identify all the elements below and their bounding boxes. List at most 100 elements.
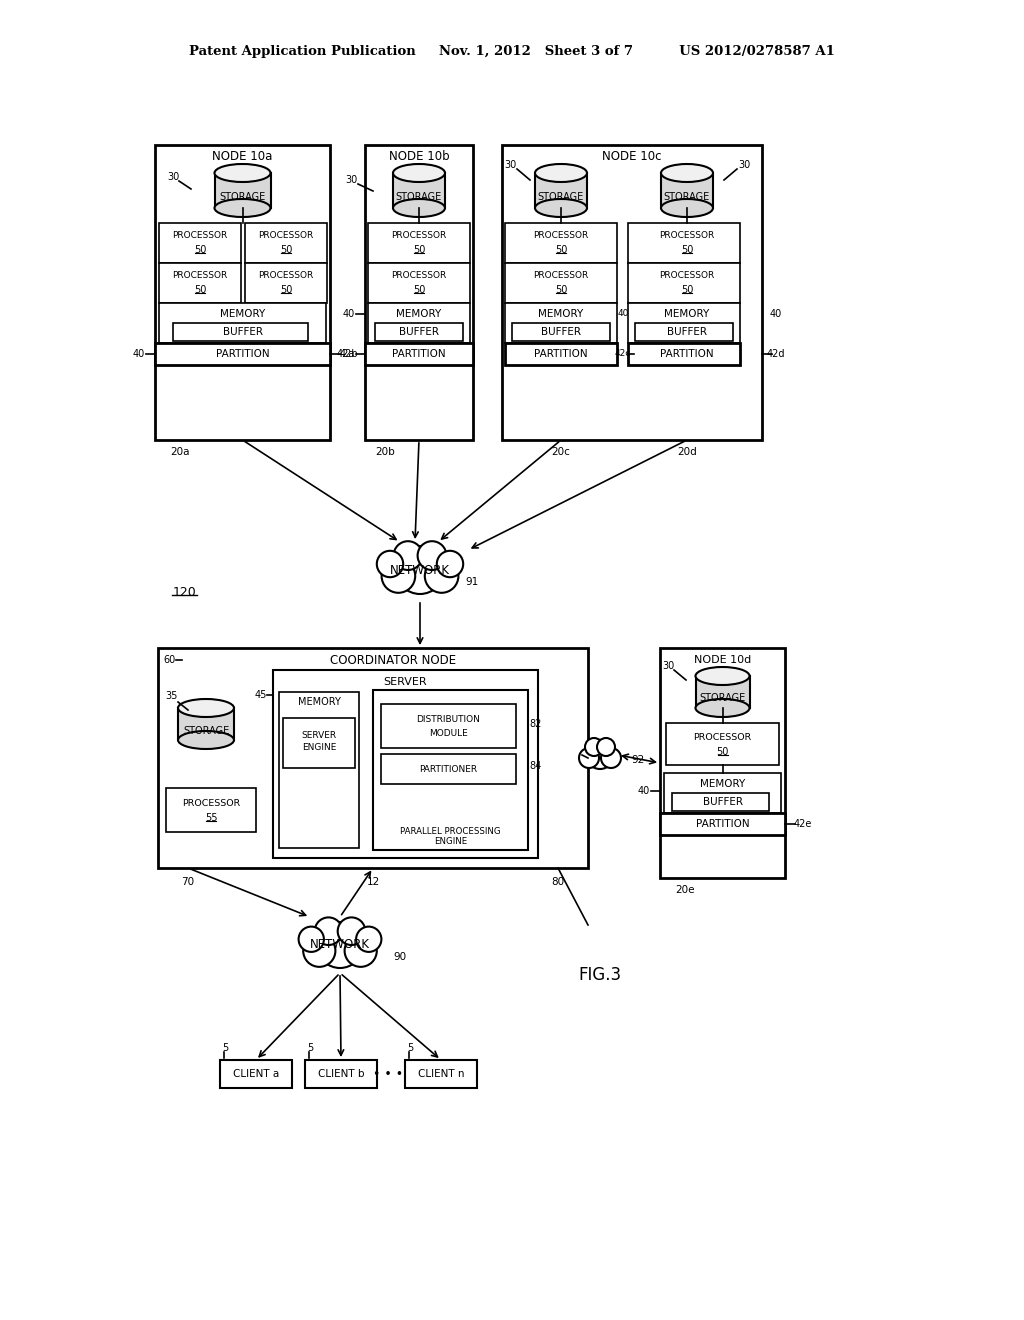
Text: PROCESSOR: PROCESSOR	[659, 231, 715, 240]
Text: 50: 50	[717, 747, 729, 756]
Bar	[672, 793, 769, 810]
Text: 42d: 42d	[767, 348, 785, 359]
Text: SERVER: SERVER	[384, 677, 427, 686]
Ellipse shape	[535, 164, 587, 182]
Text: • • •: • • •	[373, 1068, 403, 1081]
Text: 20d: 20d	[677, 447, 697, 457]
Text: BUFFER: BUFFER	[222, 327, 262, 337]
Text: 50: 50	[413, 246, 425, 255]
Ellipse shape	[214, 199, 270, 216]
Text: PROCESSOR: PROCESSOR	[182, 799, 240, 808]
Bar	[158, 648, 588, 869]
Text: 70: 70	[181, 876, 195, 887]
Text: 120: 120	[173, 586, 197, 598]
Text: 30: 30	[738, 160, 751, 170]
Circle shape	[579, 748, 599, 768]
Text: CLIENT a: CLIENT a	[232, 1069, 280, 1078]
Text: PROCESSOR: PROCESSOR	[534, 231, 589, 240]
Text: 5: 5	[307, 1043, 313, 1053]
Bar	[660, 648, 785, 878]
Text: 50: 50	[194, 285, 206, 294]
Text: 30: 30	[167, 172, 179, 182]
Text: NODE 10c: NODE 10c	[602, 150, 662, 164]
Bar	[245, 263, 327, 304]
Text: STORAGE: STORAGE	[183, 726, 229, 737]
Text: ENGINE: ENGINE	[434, 837, 467, 846]
Bar	[695, 676, 750, 708]
Circle shape	[317, 921, 362, 968]
Bar	[535, 173, 587, 209]
Text: PARTITION: PARTITION	[216, 348, 269, 359]
Text: PROCESSOR: PROCESSOR	[391, 272, 446, 281]
Text: 92: 92	[632, 755, 645, 766]
Text: 90: 90	[393, 952, 407, 962]
Text: MEMORY: MEMORY	[298, 697, 340, 708]
Ellipse shape	[662, 164, 713, 182]
Circle shape	[597, 738, 615, 756]
Ellipse shape	[535, 199, 587, 216]
Text: 30: 30	[662, 661, 674, 671]
Bar	[214, 173, 270, 209]
Bar	[628, 304, 740, 343]
Text: FIG.3: FIG.3	[579, 966, 622, 983]
Text: 50: 50	[280, 246, 292, 255]
Text: PARALLEL PROCESSING: PARALLEL PROCESSING	[400, 828, 501, 837]
Text: 50: 50	[681, 246, 693, 255]
Bar	[155, 343, 330, 366]
Bar	[406, 1060, 477, 1088]
Text: 55: 55	[205, 813, 217, 822]
Text: 50: 50	[555, 246, 567, 255]
Bar	[373, 690, 528, 850]
Bar	[279, 692, 359, 847]
Text: MEMORY: MEMORY	[220, 309, 265, 319]
Circle shape	[396, 546, 444, 594]
Text: MEMORY: MEMORY	[699, 779, 745, 789]
Text: BUFFER: BUFFER	[399, 327, 439, 337]
Text: 20a: 20a	[170, 447, 189, 457]
Bar	[502, 145, 762, 440]
Bar	[368, 223, 470, 263]
Ellipse shape	[393, 164, 445, 182]
Text: COORDINATOR NODE: COORDINATOR NODE	[330, 653, 456, 667]
Text: 20b: 20b	[375, 447, 395, 457]
Text: MODULE: MODULE	[429, 730, 468, 738]
Text: 60: 60	[164, 655, 176, 665]
Circle shape	[437, 550, 463, 577]
Bar	[368, 263, 470, 304]
Text: BUFFER: BUFFER	[702, 797, 742, 807]
Bar	[664, 774, 781, 813]
Circle shape	[338, 917, 366, 945]
Text: PARTITIONER: PARTITIONER	[420, 764, 477, 774]
Text: STORAGE: STORAGE	[396, 191, 442, 202]
Text: 42e: 42e	[794, 818, 812, 829]
Bar	[505, 304, 617, 343]
Text: NODE 10b: NODE 10b	[389, 150, 450, 164]
Circle shape	[377, 550, 403, 577]
Text: 20e: 20e	[675, 884, 694, 895]
Circle shape	[356, 927, 381, 952]
Bar	[368, 304, 470, 343]
Circle shape	[345, 935, 377, 966]
Text: 40: 40	[617, 309, 629, 318]
Ellipse shape	[214, 164, 270, 182]
Circle shape	[585, 738, 603, 756]
Text: CLIENT b: CLIENT b	[317, 1069, 365, 1078]
Text: CLIENT n: CLIENT n	[418, 1069, 464, 1078]
Bar	[365, 343, 473, 366]
Circle shape	[303, 935, 336, 966]
Text: 91: 91	[465, 577, 478, 587]
Circle shape	[393, 541, 423, 570]
Circle shape	[586, 741, 614, 770]
Bar	[155, 145, 330, 440]
Ellipse shape	[695, 700, 750, 717]
Text: NODE 10d: NODE 10d	[694, 655, 752, 665]
Bar	[159, 223, 241, 263]
Text: PROCESSOR: PROCESSOR	[172, 231, 227, 240]
Ellipse shape	[178, 731, 234, 748]
Text: BUFFER: BUFFER	[541, 327, 581, 337]
Text: STORAGE: STORAGE	[538, 191, 584, 202]
Text: NETWORK: NETWORK	[390, 564, 450, 577]
Bar	[635, 323, 733, 341]
Bar	[178, 708, 234, 741]
Bar	[220, 1060, 292, 1088]
